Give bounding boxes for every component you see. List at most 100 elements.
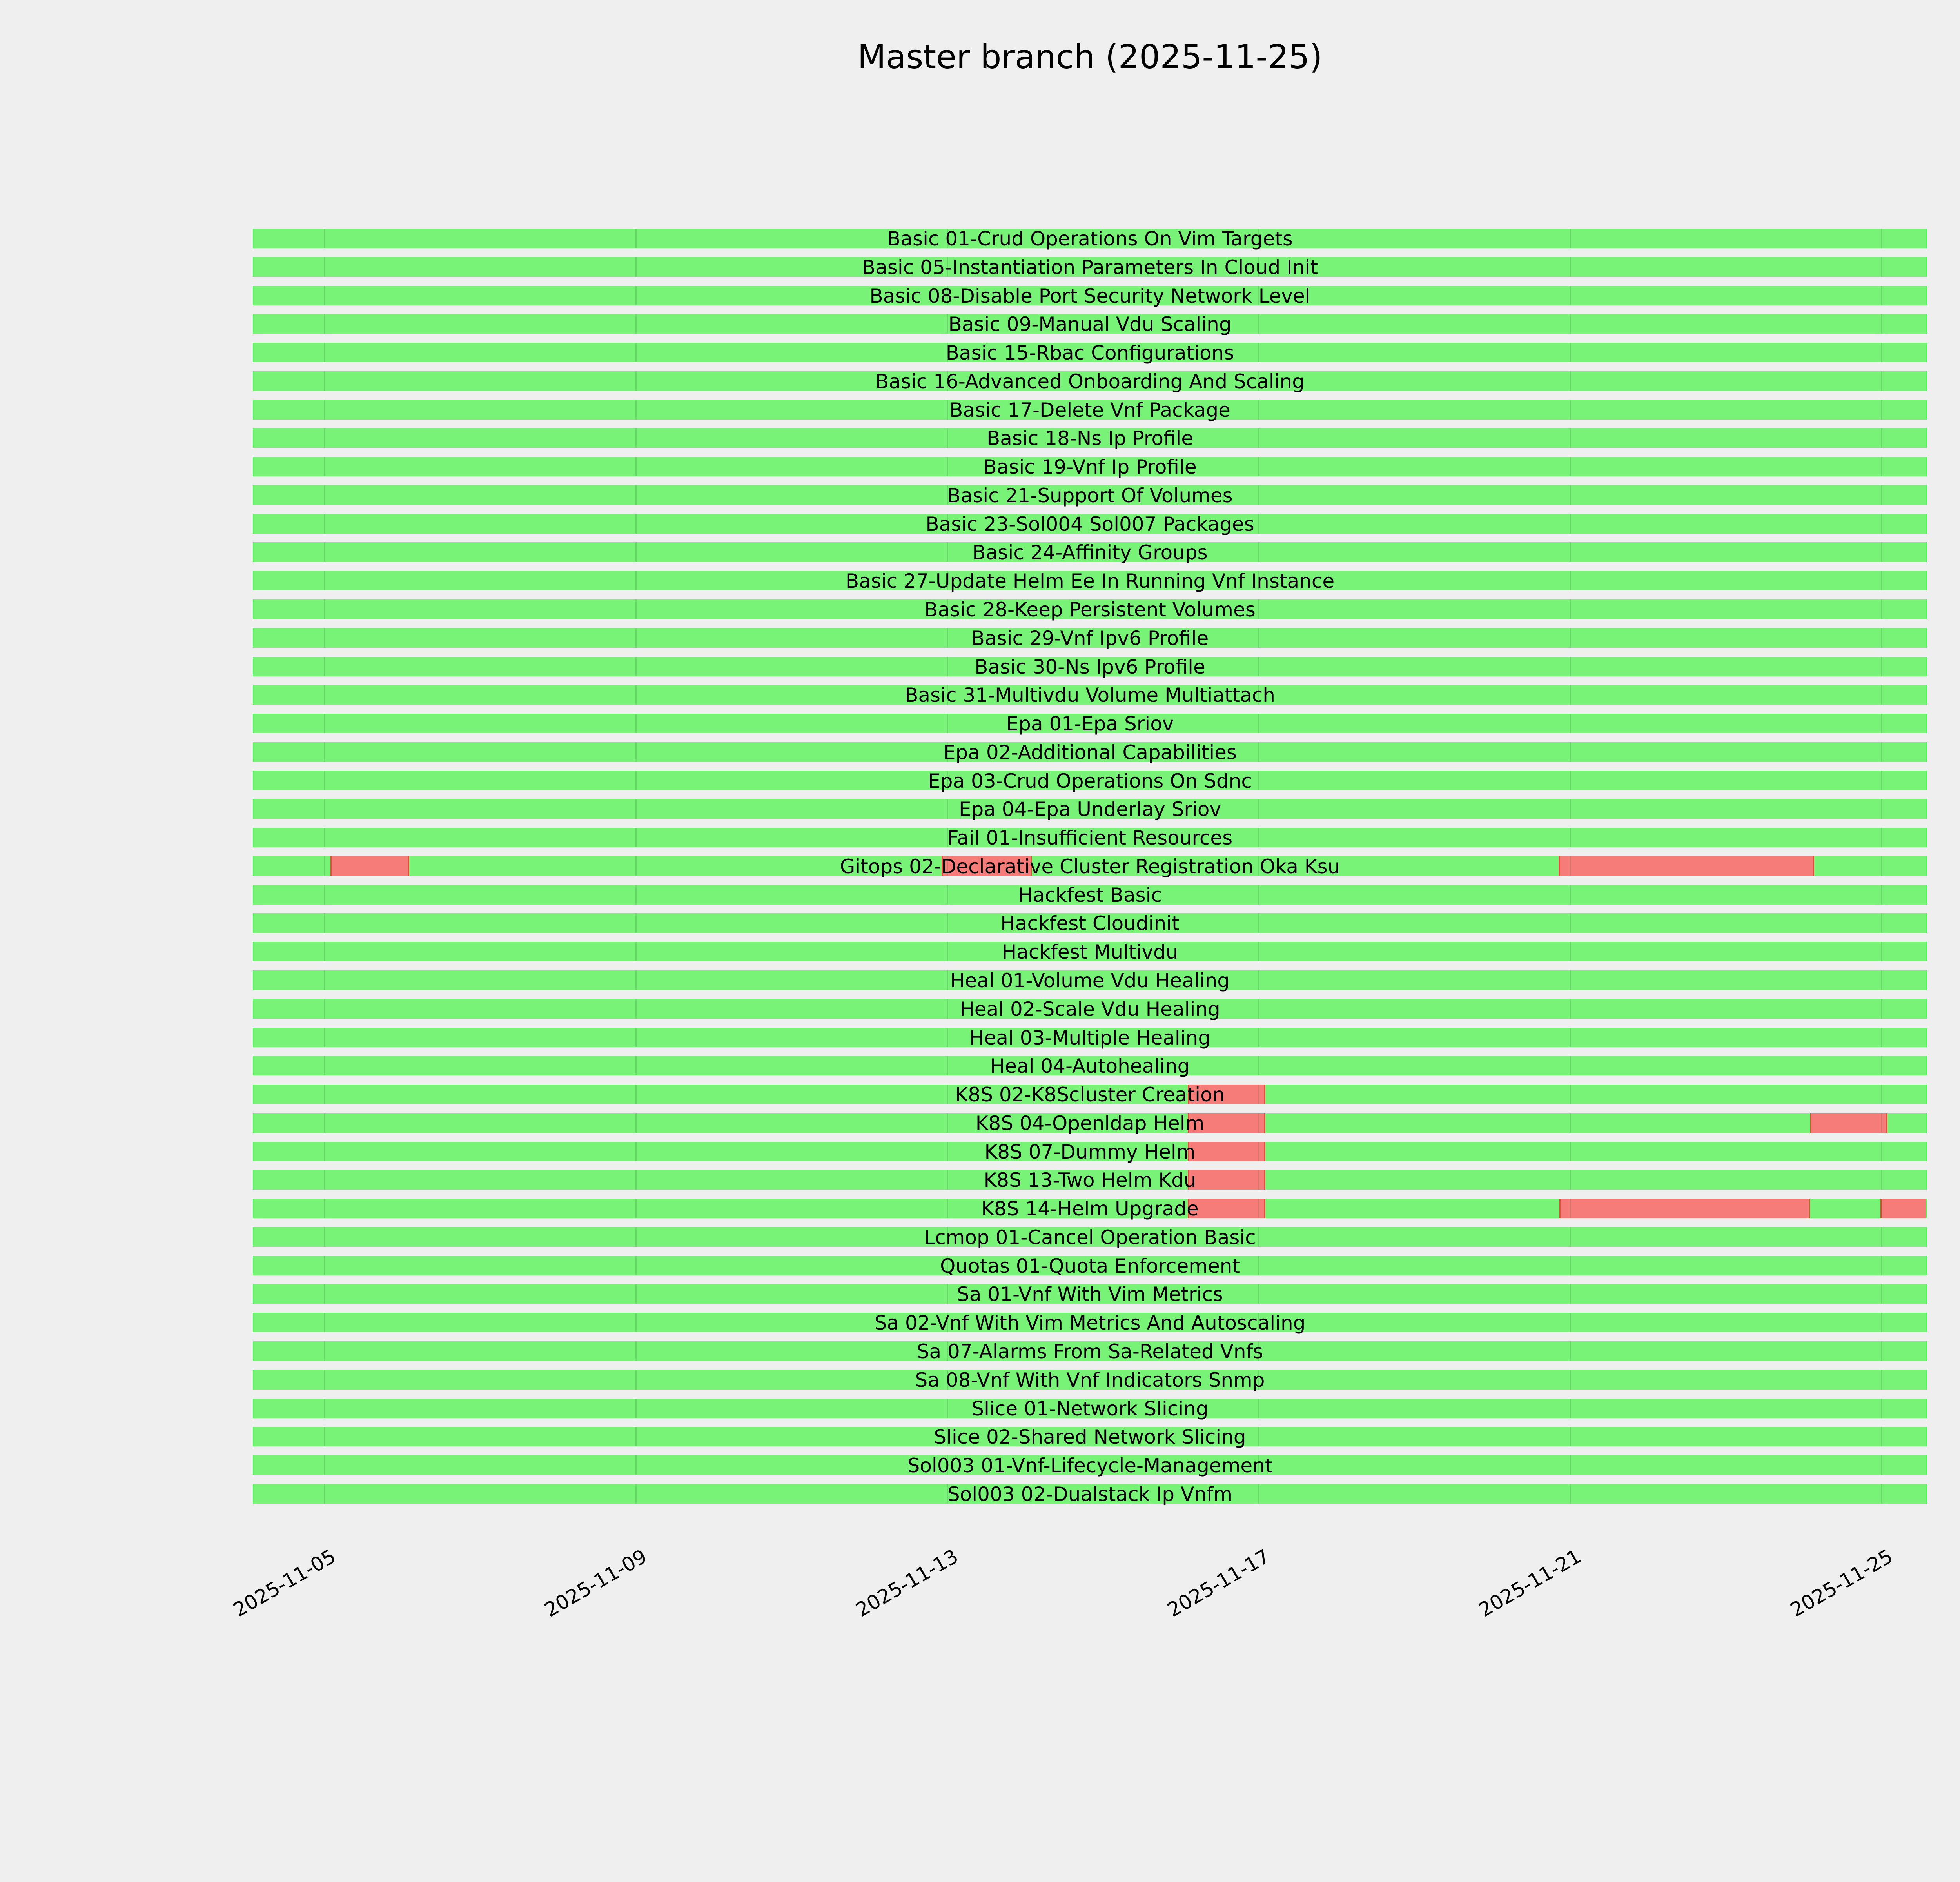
- gridline: [1258, 514, 1260, 534]
- gridline: [1881, 685, 1882, 705]
- test-row: Basic 29-Vnf Ipv6 Profile: [253, 628, 1927, 649]
- test-row: Epa 03-Crud Operations On Sdnc: [253, 769, 1927, 792]
- gridline: [1881, 229, 1882, 248]
- test-name-label: K8S 14-Helm Upgrade: [981, 1197, 1199, 1221]
- status-bar-pass: [253, 1170, 1927, 1190]
- gridline: [1570, 1427, 1571, 1447]
- gridline: [1258, 343, 1260, 363]
- test-name-label: K8S 02-K8Scluster Creation: [955, 1083, 1225, 1106]
- status-segment-fail: [1810, 1113, 1887, 1133]
- gridline: [635, 656, 637, 676]
- gridline: [1570, 1284, 1571, 1304]
- gridline: [1258, 799, 1260, 819]
- gridline: [946, 428, 948, 448]
- gridline: [1881, 1284, 1882, 1304]
- gridline: [1881, 542, 1882, 562]
- test-name-label: Basic 15-Rbac Configurations: [946, 342, 1234, 365]
- gridline: [1881, 742, 1882, 762]
- status-bar-pass: [253, 485, 1927, 505]
- test-row: K8S 07-Dummy Helm: [253, 1141, 1927, 1162]
- gridline: [1258, 1341, 1260, 1361]
- gridline: [324, 599, 325, 619]
- gridline: [946, 1255, 948, 1275]
- gridline: [1258, 1227, 1260, 1247]
- test-name-label: Heal 01-Volume Vdu Healing: [950, 969, 1230, 992]
- gridline: [1570, 714, 1571, 734]
- gridline: [324, 1227, 325, 1247]
- gridline: [635, 229, 637, 248]
- gridline: [1570, 428, 1571, 448]
- gridline: [1258, 485, 1260, 505]
- test-row: Sa 01-Vnf With Vim Metrics: [253, 1284, 1927, 1304]
- test-name-label: K8S 13-Two Helm Kdu: [984, 1169, 1196, 1192]
- gridline: [1258, 742, 1260, 762]
- gridline: [1570, 1199, 1571, 1219]
- test-row: K8S 04-Openldap Helm: [253, 1113, 1927, 1134]
- gridline: [1258, 571, 1260, 591]
- gridline: [324, 1398, 325, 1418]
- test-name-label: Basic 09-Manual Vdu Scaling: [948, 313, 1232, 336]
- gridline: [1881, 1370, 1882, 1390]
- gridline: [1881, 970, 1882, 990]
- status-segment-fail: [1187, 1199, 1266, 1219]
- gridline: [324, 799, 325, 819]
- gridline: [1881, 1341, 1882, 1361]
- gridline: [1258, 1455, 1260, 1475]
- gridline: [635, 1056, 637, 1076]
- test-row: Hackfest Cloudinit: [253, 913, 1927, 934]
- gridline: [946, 942, 948, 962]
- gridline: [1570, 913, 1571, 933]
- status-bar-pass: [253, 599, 1927, 619]
- status-bar-pass: [253, 343, 1927, 363]
- gridline: [1570, 314, 1571, 334]
- gridline: [324, 999, 325, 1019]
- gridline: [324, 229, 325, 248]
- status-bar-pass: [253, 714, 1927, 734]
- test-row: Heal 03-Multiple Healing: [253, 1027, 1927, 1048]
- gridline: [324, 1255, 325, 1275]
- test-name-label: Basic 31-Multivdu Volume Multiattach: [905, 684, 1275, 707]
- gridline: [635, 1227, 637, 1247]
- gridline: [946, 714, 948, 734]
- test-row: Sa 02-Vnf With Vim Metrics And Autoscali…: [253, 1313, 1927, 1333]
- gridline: [635, 1313, 637, 1333]
- test-name-label: Epa 03-Crud Operations On Sdnc: [928, 769, 1252, 792]
- gridline: [946, 571, 948, 591]
- test-name-label: Sa 01-Vnf With Vim Metrics: [957, 1283, 1223, 1306]
- gridline: [1258, 1255, 1260, 1275]
- test-name-label: Sol003 02-Dualstack Ip Vnfm: [947, 1482, 1233, 1506]
- gridline: [946, 742, 948, 762]
- gridline: [1570, 229, 1571, 248]
- gridline: [1881, 599, 1882, 619]
- gridline: [635, 599, 637, 619]
- gridline: [324, 685, 325, 705]
- status-bar-pass: [253, 1284, 1927, 1304]
- gridline: [946, 542, 948, 562]
- status-bar-pass: [253, 1056, 1927, 1076]
- gridline: [1881, 485, 1882, 505]
- test-name-label: Basic 27-Update Helm Ee In Running Vnf I…: [845, 570, 1335, 593]
- gridline: [324, 1056, 325, 1076]
- gridline: [946, 314, 948, 334]
- gridline: [635, 1085, 637, 1104]
- status-bar-pass: [253, 970, 1927, 990]
- gridline: [1881, 400, 1882, 420]
- gridline: [946, 770, 948, 790]
- test-name-label: Basic 18-Ns Ip Profile: [986, 427, 1194, 450]
- gridline: [946, 514, 948, 534]
- gridline: [324, 1427, 325, 1447]
- status-bar-pass: [253, 856, 1927, 876]
- gridline: [1258, 942, 1260, 962]
- x-axis-tick-label: 2025-11-13: [852, 1545, 962, 1622]
- gridline: [1881, 1398, 1882, 1418]
- test-name-label: Slice 02-Shared Network Slicing: [934, 1426, 1246, 1449]
- gridline: [1881, 1027, 1882, 1047]
- gridline: [1881, 428, 1882, 448]
- test-row: Epa 01-Epa Sriov: [253, 714, 1927, 734]
- gridline: [635, 400, 637, 420]
- status-segment-fail: [1559, 1199, 1810, 1219]
- status-bar-pass: [253, 257, 1927, 277]
- gridline: [1258, 1398, 1260, 1418]
- gridline: [635, 770, 637, 790]
- gridline: [324, 485, 325, 505]
